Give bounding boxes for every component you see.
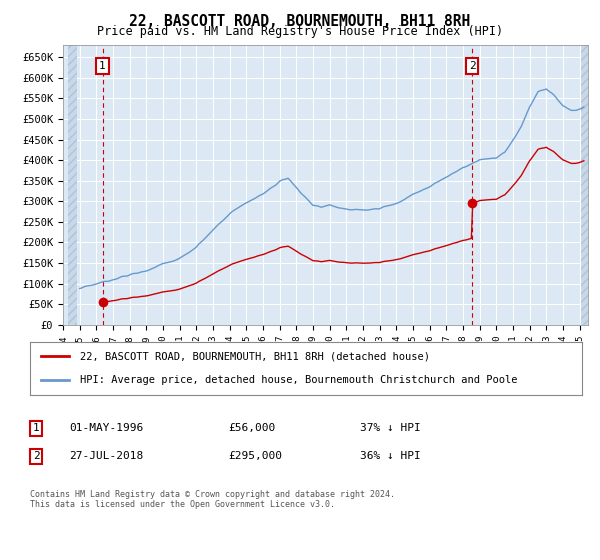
Text: 22, BASCOTT ROAD, BOURNEMOUTH, BH11 8RH (detached house): 22, BASCOTT ROAD, BOURNEMOUTH, BH11 8RH … [80, 352, 430, 362]
Text: 1: 1 [99, 61, 106, 71]
Text: 36% ↓ HPI: 36% ↓ HPI [360, 451, 421, 461]
Text: £295,000: £295,000 [228, 451, 282, 461]
Text: 27-JUL-2018: 27-JUL-2018 [69, 451, 143, 461]
Bar [581, 36, 590, 325]
Text: £56,000: £56,000 [228, 423, 275, 433]
Text: 01-MAY-1996: 01-MAY-1996 [69, 423, 143, 433]
Text: Contains HM Land Registry data © Crown copyright and database right 2024.
This d: Contains HM Land Registry data © Crown c… [30, 490, 395, 510]
Text: 22, BASCOTT ROAD, BOURNEMOUTH, BH11 8RH: 22, BASCOTT ROAD, BOURNEMOUTH, BH11 8RH [130, 14, 470, 29]
Text: Price paid vs. HM Land Registry's House Price Index (HPI): Price paid vs. HM Land Registry's House … [97, 25, 503, 38]
Text: 1: 1 [32, 423, 40, 433]
Text: 2: 2 [469, 61, 476, 71]
Text: 37% ↓ HPI: 37% ↓ HPI [360, 423, 421, 433]
Text: HPI: Average price, detached house, Bournemouth Christchurch and Poole: HPI: Average price, detached house, Bour… [80, 375, 517, 385]
Bar [68, 36, 77, 325]
Text: 2: 2 [32, 451, 40, 461]
